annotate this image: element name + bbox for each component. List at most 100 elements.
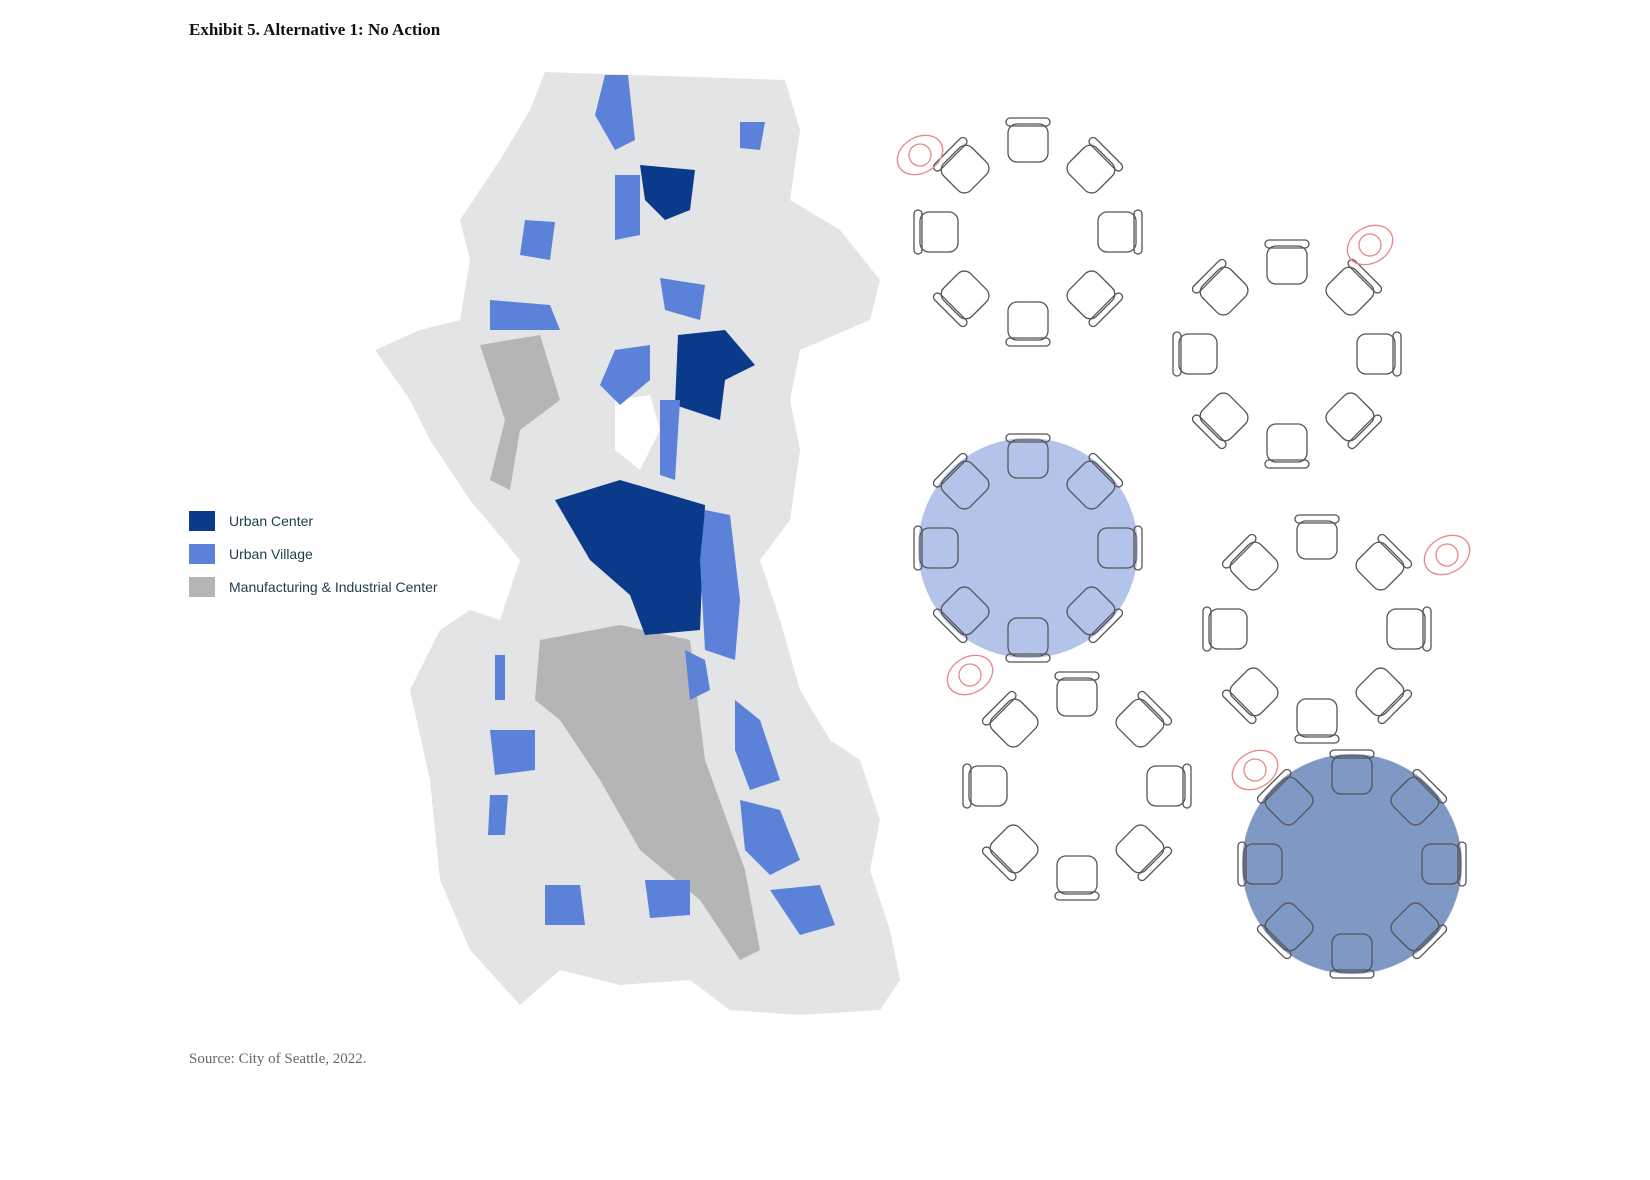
chair (1066, 452, 1124, 510)
chair-back (962, 763, 972, 809)
chair (1329, 749, 1375, 795)
chair-seat (1097, 527, 1137, 569)
chair-back (1329, 969, 1375, 979)
chair-back (913, 525, 923, 571)
chair-seat (1229, 541, 1279, 591)
chair (1066, 270, 1124, 328)
lake (615, 395, 660, 470)
chair-seat (1296, 520, 1338, 560)
chair-back (932, 292, 968, 328)
person (1346, 224, 1394, 266)
chair-seat (1199, 392, 1249, 442)
chair-back (1457, 841, 1467, 887)
chair (1221, 533, 1279, 591)
chair (1191, 392, 1249, 450)
chair-seat (1296, 698, 1338, 738)
table-top (1242, 754, 1462, 974)
person-body (1231, 749, 1279, 791)
person (1423, 534, 1471, 576)
chair-back (1005, 653, 1051, 663)
person-head (908, 143, 932, 167)
chair (1237, 841, 1283, 887)
chair (1115, 824, 1173, 882)
chair-seat (1066, 586, 1116, 636)
chair-back (1329, 749, 1375, 759)
chair-back (1133, 525, 1143, 571)
chair-seat (1199, 266, 1249, 316)
chair-back (1264, 239, 1310, 249)
urban-villages (488, 75, 835, 935)
chair-seat (1007, 439, 1049, 479)
person-head (1358, 233, 1382, 257)
chair-seat (940, 460, 990, 510)
chair-back (1005, 337, 1051, 347)
chair (1066, 136, 1124, 194)
chair (1294, 698, 1340, 744)
chair-back (1005, 433, 1051, 443)
swatch (189, 543, 215, 564)
chair-back (1264, 459, 1310, 469)
chair-seat (1208, 608, 1248, 650)
legend-row: Urban Village (189, 537, 438, 570)
chair-back (1294, 734, 1340, 744)
source-note: Source: City of Seattle, 2022. (189, 1051, 367, 1067)
chair-back (1088, 292, 1124, 328)
chair-seat (1097, 211, 1137, 253)
person (896, 134, 944, 176)
chair (1264, 239, 1310, 285)
chair-seat (1243, 843, 1283, 885)
chair-back (932, 608, 968, 644)
urban-centers (555, 165, 755, 635)
legend-row: Urban Center (189, 504, 438, 537)
chair-seat (1056, 677, 1098, 717)
industrial (480, 335, 760, 960)
chair-back (1137, 690, 1173, 726)
chair-back (1347, 414, 1383, 450)
chair (981, 824, 1039, 882)
chair-back (1412, 768, 1448, 804)
legend-label: Urban Center (229, 512, 314, 529)
chair-seat (1066, 144, 1116, 194)
chair (1325, 258, 1383, 316)
chair-back (1054, 671, 1100, 681)
chair-back (1191, 258, 1227, 294)
chair (1005, 301, 1051, 347)
legend: Urban Center Urban Village Manufacturing… (189, 504, 438, 603)
chair-back (1088, 452, 1124, 488)
person-body (946, 654, 994, 696)
chair-back (1422, 606, 1432, 652)
person-body (896, 134, 944, 176)
table-group (913, 117, 1143, 347)
chair (1390, 768, 1448, 826)
exhibit-title: Exhibit 5. Alternative 1: No Action (189, 20, 441, 39)
table-group (962, 671, 1192, 901)
legend-label: Manufacturing & Industrial Center (229, 578, 438, 595)
chair (932, 136, 990, 194)
chair-back (1256, 924, 1292, 960)
chair-seat (940, 586, 990, 636)
person (946, 654, 994, 696)
chair (1256, 902, 1314, 960)
chair-back (1088, 608, 1124, 644)
chair-seat (940, 144, 990, 194)
chair (1325, 392, 1383, 450)
chair-back (1347, 258, 1383, 294)
table-group (1202, 514, 1432, 744)
chair-seat (1356, 333, 1396, 375)
chair-back (1221, 533, 1257, 569)
chair-seat (1264, 776, 1314, 826)
chair-seat (1066, 270, 1116, 320)
chair-back (1237, 841, 1247, 887)
chair (1005, 433, 1051, 479)
chair-back (932, 136, 968, 172)
chair-seat (968, 765, 1008, 807)
chair-back (981, 690, 1017, 726)
chair (932, 270, 990, 328)
chair-back (1172, 331, 1182, 377)
table-group (1172, 239, 1402, 469)
chair (1097, 209, 1143, 255)
chair-back (1133, 209, 1143, 255)
chair-back (913, 209, 923, 255)
chair (1191, 258, 1249, 316)
